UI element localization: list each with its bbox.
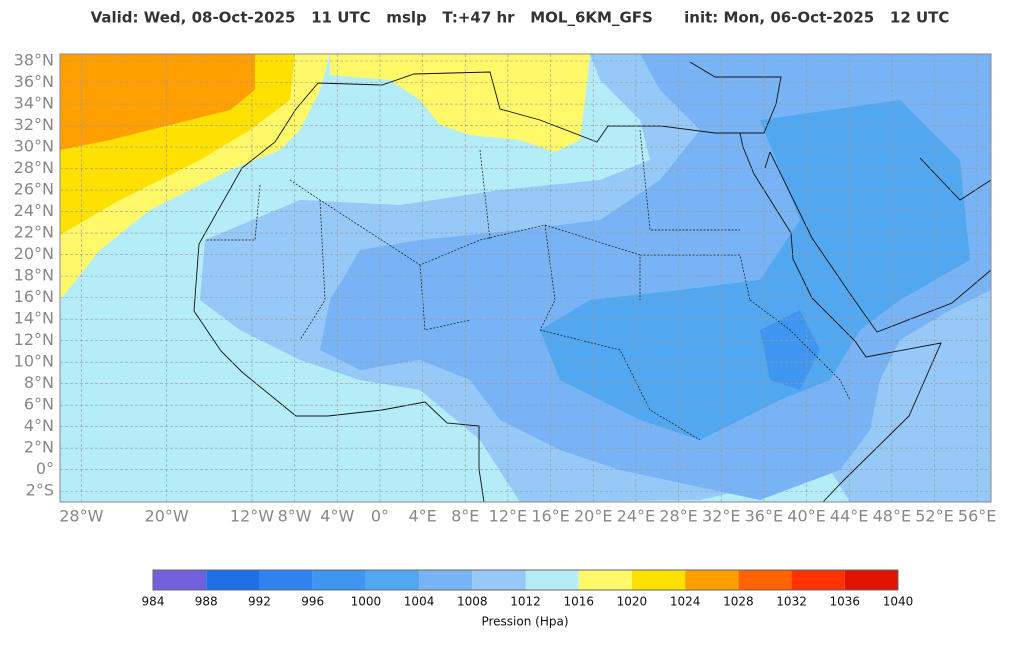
title: Valid: Wed, 08-Oct-2025 11 UTC mslp T:+4…: [91, 9, 950, 27]
colorbar-tick-label: 1032: [776, 595, 807, 609]
colorbar-frame: [152, 569, 899, 591]
map: [60, 54, 992, 503]
lat-tick-label: 30°N: [14, 137, 54, 156]
lon-tick-label: 8°W: [278, 507, 312, 526]
colorbar-tick-label: 1036: [830, 595, 861, 609]
colorbar-tick-label: 1008: [457, 595, 488, 609]
lat-tick-label: 36°N: [14, 72, 54, 91]
colorbar-swatch: [525, 570, 579, 590]
lon-tick-label: 20°W: [145, 507, 189, 526]
colorbar-label: Pression (Hpa): [481, 615, 568, 629]
lon-tick-label: 52°E: [915, 507, 953, 526]
lat-tick-label: 24°N: [14, 201, 54, 220]
lat-tick-label: 28°N: [14, 158, 54, 177]
colorbar-swatch: [738, 570, 792, 590]
lon-tick-label: 36°E: [745, 507, 783, 526]
lat-tick-label: 32°N: [14, 115, 54, 134]
colorbar-swatch: [791, 570, 845, 590]
colorbar-tick-label: 1020: [617, 595, 648, 609]
lat-tick-label: 22°N: [14, 223, 54, 242]
map-frame: [59, 53, 992, 503]
colorbar-swatch: [578, 570, 632, 590]
colorbar-swatch: [472, 570, 526, 590]
field-1024: [60, 54, 255, 150]
colorbar-tick-label: 1024: [670, 595, 701, 609]
lat-tick-label: 18°N: [14, 266, 54, 285]
colorbar-tick-label: 1028: [723, 595, 754, 609]
coastline: [193, 61, 992, 503]
lat-tick-label: 10°N: [14, 352, 54, 371]
lon-tick-label: 44°E: [830, 507, 868, 526]
lat-tick-label: 38°N: [14, 50, 54, 69]
lon-tick-label: 12°W: [230, 507, 274, 526]
colorbar-swatch: [631, 570, 686, 590]
colorbar-swatch: [259, 570, 313, 590]
lat-tick-label: 2°N: [24, 438, 54, 457]
lon-tick-label: 16°E: [531, 507, 569, 526]
lon-tick-label: 20°E: [574, 507, 612, 526]
lon-tick-label: 8°E: [451, 507, 479, 526]
country-border: [205, 129, 851, 441]
colorbar-swatch: [685, 570, 739, 590]
lon-tick-label: 4°E: [408, 507, 436, 526]
colorbar-tick-label: 984: [142, 595, 165, 609]
colorbar-swatch: [153, 570, 207, 590]
colorbar-tick-label: 996: [301, 595, 324, 609]
lon-tick-label: 28°W: [59, 507, 103, 526]
colorbar-tick-label: 992: [248, 595, 271, 609]
colorbar-swatch: [419, 570, 473, 590]
field-996: [760, 310, 820, 390]
field-1016: [330, 54, 590, 152]
field-1000: [540, 100, 970, 440]
lon-tick-label: 56°E: [958, 507, 996, 526]
lat-tick-label: 4°N: [24, 416, 54, 435]
colorbar-tick-label: 1016: [563, 595, 594, 609]
colorbar-swatch: [312, 570, 366, 590]
colorbar-swatch: [365, 570, 420, 590]
lat-tick-label: 8°N: [24, 373, 54, 392]
lat-tick-label: 14°N: [14, 309, 54, 328]
lon-tick-label: 28°E: [659, 507, 697, 526]
lat-tick-label: 20°N: [14, 244, 54, 263]
colorbar-swatch: [206, 570, 260, 590]
colorbar-tick-label: 1000: [351, 595, 382, 609]
lon-tick-label: 32°E: [702, 507, 740, 526]
lat-tick-label: 26°N: [14, 180, 54, 199]
lon-tick-label: 0°: [371, 507, 389, 526]
lat-tick-label: 0°: [36, 459, 54, 478]
lon-tick-label: 48°E: [873, 507, 911, 526]
lon-tick-label: 24°E: [617, 507, 655, 526]
colorbar-tick-label: 988: [195, 595, 218, 609]
lat-tick-label: 16°N: [14, 287, 54, 306]
lon-tick-label: 12°E: [489, 507, 527, 526]
lon-tick-label: 4°W: [320, 507, 354, 526]
colorbar-swatch: [844, 570, 898, 590]
lat-tick-label: 12°N: [14, 330, 54, 349]
lat-tick-label: 34°N: [14, 94, 54, 113]
lat-tick-label: 2°S: [26, 481, 54, 500]
lat-tick-label: 6°N: [24, 395, 54, 414]
colorbar-tick-label: 1004: [404, 595, 435, 609]
colorbar-tick-label: 1040: [883, 595, 914, 609]
colorbar-tick-label: 1012: [510, 595, 541, 609]
lon-tick-label: 40°E: [787, 507, 825, 526]
